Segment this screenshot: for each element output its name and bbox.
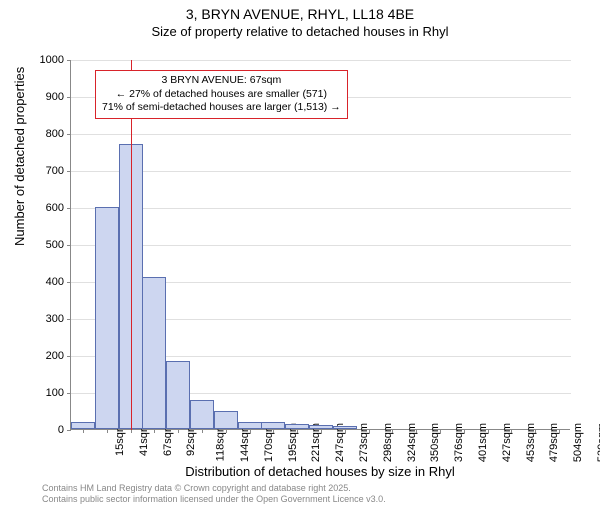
xtick-label: 530sqm	[596, 423, 600, 462]
gridline	[71, 171, 571, 172]
histogram-bar	[238, 422, 262, 429]
histogram-bar	[214, 411, 238, 429]
chart-title-line1: 3, BRYN AVENUE, RHYL, LL18 4BE	[0, 6, 600, 22]
chart-title-line2: Size of property relative to detached ho…	[0, 24, 600, 39]
ytick-mark	[67, 430, 71, 431]
xtick-mark	[416, 429, 417, 433]
xtick-mark	[392, 429, 393, 433]
xtick-mark	[83, 429, 84, 433]
callout-line1: 3 BRYN AVENUE: 67sqm	[102, 74, 341, 88]
xtick-mark	[107, 429, 108, 433]
gridline	[71, 208, 571, 209]
ytick-label: 700	[24, 165, 64, 177]
ytick-mark	[67, 393, 71, 394]
histogram-bar	[166, 361, 190, 429]
xtick-mark	[321, 429, 322, 433]
xtick-label: 504sqm	[572, 423, 584, 462]
ytick-label: 300	[24, 313, 64, 325]
histogram-bar	[261, 422, 285, 429]
ytick-mark	[67, 171, 71, 172]
chart-area: 15sqm41sqm67sqm92sqm118sqm144sqm170sqm19…	[70, 60, 570, 430]
ytick-label: 1000	[24, 54, 64, 66]
ytick-label: 100	[24, 387, 64, 399]
callout-line3: 71% of semi-detached houses are larger (…	[102, 101, 341, 115]
xtick-mark	[345, 429, 346, 433]
xtick-mark	[273, 429, 274, 433]
ytick-label: 200	[24, 350, 64, 362]
ytick-label: 400	[24, 276, 64, 288]
ytick-mark	[67, 208, 71, 209]
ytick-mark	[67, 245, 71, 246]
x-axis-label: Distribution of detached houses by size …	[70, 464, 570, 479]
histogram-bar	[190, 400, 214, 429]
xtick-mark	[488, 429, 489, 433]
ytick-label: 600	[24, 202, 64, 214]
ytick-mark	[67, 60, 71, 61]
histogram-bar	[95, 207, 119, 429]
xtick-mark	[535, 429, 536, 433]
xtick-mark	[178, 429, 179, 433]
histogram-bar	[71, 422, 95, 429]
ytick-label: 900	[24, 91, 64, 103]
xtick-mark	[369, 429, 370, 433]
ytick-mark	[67, 356, 71, 357]
xtick-mark	[559, 429, 560, 433]
ytick-mark	[67, 282, 71, 283]
chart-footer: Contains HM Land Registry data © Crown c…	[42, 483, 386, 504]
xtick-mark	[464, 429, 465, 433]
xtick-mark	[202, 429, 203, 433]
xtick-mark	[511, 429, 512, 433]
ytick-mark	[67, 97, 71, 98]
ytick-mark	[67, 319, 71, 320]
footer-line2: Contains public sector information licen…	[42, 494, 386, 504]
gridline	[71, 60, 571, 61]
gridline	[71, 134, 571, 135]
footer-line1: Contains HM Land Registry data © Crown c…	[42, 483, 386, 493]
xtick-mark	[226, 429, 227, 433]
histogram-bar	[142, 277, 166, 429]
ytick-label: 500	[24, 239, 64, 251]
xtick-mark	[250, 429, 251, 433]
callout-box: 3 BRYN AVENUE: 67sqm← 27% of detached ho…	[95, 70, 348, 119]
xtick-mark	[440, 429, 441, 433]
xtick-mark	[297, 429, 298, 433]
xtick-mark	[154, 429, 155, 433]
plot-area: 15sqm41sqm67sqm92sqm118sqm144sqm170sqm19…	[70, 60, 570, 430]
ytick-label: 800	[24, 128, 64, 140]
ytick-mark	[67, 134, 71, 135]
gridline	[71, 245, 571, 246]
ytick-label: 0	[24, 424, 64, 436]
callout-line2: ← 27% of detached houses are smaller (57…	[102, 88, 341, 102]
